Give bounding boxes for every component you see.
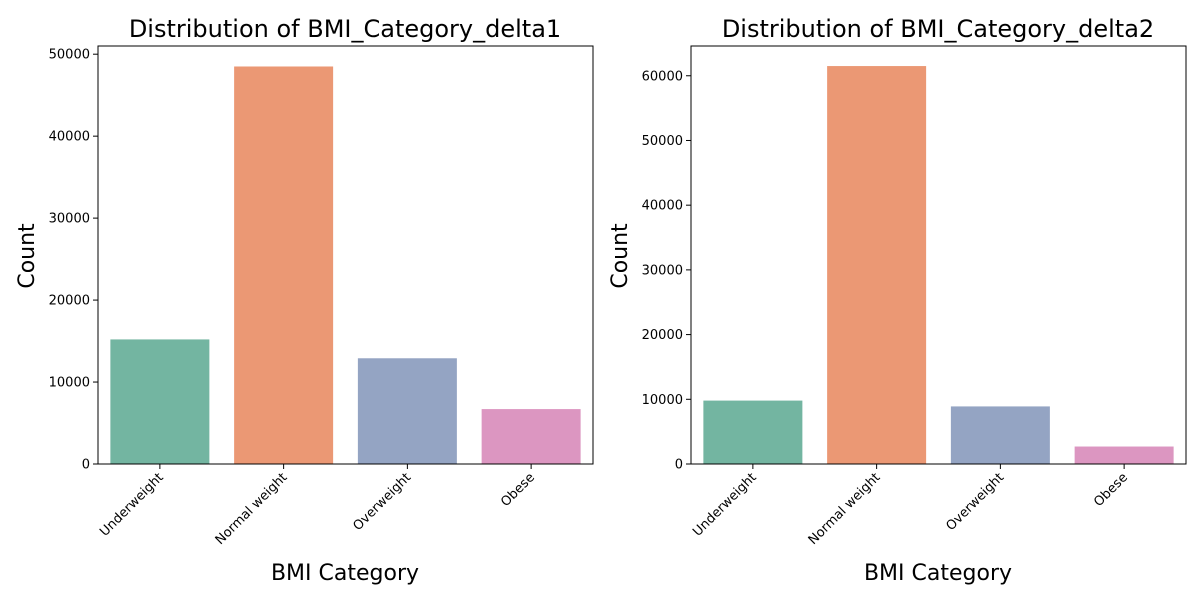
chart-1-y-ticks: 0 10000 20000 30000 40000 50000 bbox=[49, 48, 98, 473]
chart-2-y-tick-label-4: 40000 bbox=[642, 199, 683, 214]
chart-1-bar-1 bbox=[234, 66, 334, 464]
chart-1-bars bbox=[110, 66, 581, 464]
chart-1-x-ticks: Underweight Normal weight Overweight Obese bbox=[97, 464, 538, 548]
chart-2-y-tick-label-1: 10000 bbox=[642, 393, 683, 408]
chart-2-x-tick-label-3: Obese bbox=[1091, 470, 1131, 510]
chart-2-x-tick-label-2: Overweight bbox=[943, 470, 1007, 534]
chart-1-y-tick-label-0: 0 bbox=[82, 458, 90, 473]
chart-1-bar-3 bbox=[481, 409, 581, 464]
chart-2-x-tick-label-0: Underweight bbox=[690, 470, 759, 539]
chart-1-y-tick-label-2: 20000 bbox=[49, 294, 90, 309]
chart-2-plot-frame bbox=[690, 45, 1187, 465]
chart-2-title: Distribution of BMI_Category_delta2 bbox=[722, 15, 1154, 43]
chart-2-y-ticks: 0 10000 20000 30000 40000 50000 60000 bbox=[642, 69, 691, 473]
chart-2-bar-0 bbox=[703, 400, 803, 464]
chart-2-bar-2 bbox=[950, 406, 1050, 464]
chart-2: Distribution of BMI_Category_delta2 Coun… bbox=[608, 15, 1187, 586]
chart-1-x-tick-label-3: Obese bbox=[498, 470, 538, 510]
chart-1-title: Distribution of BMI_Category_delta1 bbox=[129, 15, 561, 43]
chart-1-bar-2 bbox=[357, 358, 457, 464]
chart-1-y-tick-label-4: 40000 bbox=[49, 130, 90, 145]
chart-1-x-tick-label-1: Normal weight bbox=[213, 470, 291, 548]
chart-2-bar-1 bbox=[827, 66, 927, 464]
chart-2-bars bbox=[703, 66, 1174, 464]
chart-1-y-tick-label-3: 30000 bbox=[49, 212, 90, 227]
chart-1: Distribution of BMI_Category_delta1 Coun… bbox=[15, 15, 594, 586]
chart-1-ylabel: Count bbox=[15, 223, 40, 289]
chart-1-x-tick-label-2: Overweight bbox=[350, 470, 414, 534]
chart-2-x-tick-label-1: Normal weight bbox=[806, 470, 884, 548]
chart-2-y-tick-label-6: 60000 bbox=[642, 69, 683, 84]
chart-2-y-tick-label-5: 50000 bbox=[642, 134, 683, 149]
chart-2-xlabel: BMI Category bbox=[864, 561, 1012, 586]
chart-2-bar-3 bbox=[1074, 446, 1174, 464]
chart-1-y-tick-label-1: 10000 bbox=[49, 376, 90, 391]
chart-1-y-tick-label-5: 50000 bbox=[49, 48, 90, 63]
chart-1-bar-0 bbox=[110, 339, 210, 464]
chart-2-ylabel: Count bbox=[608, 223, 633, 289]
chart-2-x-ticks: Underweight Normal weight Overweight Obese bbox=[690, 464, 1131, 548]
chart-2-y-tick-label-3: 30000 bbox=[642, 263, 683, 278]
chart-2-y-tick-label-0: 0 bbox=[675, 458, 683, 473]
chart-1-xlabel: BMI Category bbox=[271, 561, 419, 586]
chart-2-y-tick-label-2: 20000 bbox=[642, 328, 683, 343]
chart-1-x-tick-label-0: Underweight bbox=[97, 470, 166, 539]
chart-1-plot-frame bbox=[97, 45, 594, 465]
